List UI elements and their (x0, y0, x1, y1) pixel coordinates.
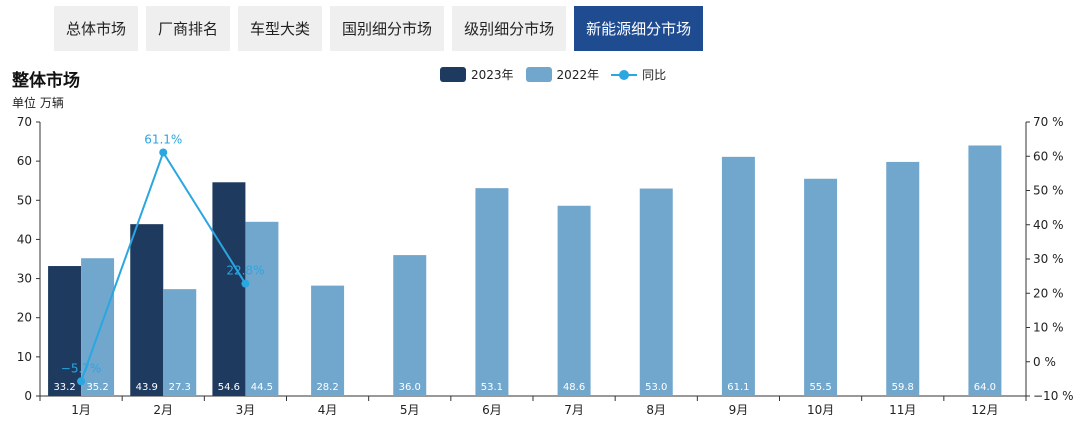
bar-2022 (475, 188, 509, 396)
y-right-tick-label: 0 % (1033, 355, 1056, 369)
y-right-tick-label: 20 % (1033, 286, 1064, 300)
yoy-value-label: −5.7% (61, 361, 102, 375)
bar-2022-value-label: 48.6 (563, 382, 585, 393)
x-tick-label: 7月 (564, 403, 584, 417)
bar-2022 (886, 161, 920, 396)
bar-2022-value-label: 53.0 (645, 382, 667, 393)
legend-label-2022: 2022年 (556, 68, 600, 82)
y-left-tick-label: 60 (17, 154, 32, 168)
tab-new-energy-segment[interactable]: 新能源细分市场 (574, 6, 704, 51)
y-left-tick-label: 20 (17, 311, 32, 325)
bar-2022 (81, 258, 115, 396)
yoy-value-label: 61.1% (144, 132, 182, 146)
unit-label: 单位 万辆 (12, 96, 64, 110)
x-tick-label: 11月 (889, 403, 916, 417)
tab-class-segment[interactable]: 级别细分市场 (452, 6, 567, 51)
x-tick-label: 4月 (318, 403, 338, 417)
chart-legend: 2023年 2022年 同比 (440, 66, 666, 83)
legend-label-2023: 2023年 (471, 68, 514, 82)
y-right-tick-label: 60 % (1033, 149, 1064, 163)
bar-2022-value-label: 55.5 (809, 382, 831, 393)
x-tick-label: 10月 (807, 403, 834, 417)
y-right-tick-label: 10 % (1033, 321, 1064, 335)
tab-manufacturer-ranking[interactable]: 厂商排名 (146, 6, 231, 51)
bar-2022 (968, 145, 1002, 396)
x-tick-label: 1月 (71, 403, 91, 417)
y-left-tick-label: 40 (17, 232, 32, 246)
chart-title: 整体市场 (12, 71, 80, 91)
bar-2023-value-label: 33.2 (53, 382, 75, 393)
x-tick-label: 2月 (153, 403, 173, 417)
tab-country-segment[interactable]: 国别细分市场 (330, 6, 445, 51)
bar-2023 (130, 224, 164, 396)
y-left-tick-label: 10 (17, 350, 32, 364)
bar-2022-value-label: 44.5 (251, 382, 273, 393)
legend-swatch-2023 (440, 67, 466, 82)
bar-2022 (804, 178, 838, 396)
yoy-value-label: 22.8% (226, 264, 264, 278)
bar-2022 (557, 205, 591, 396)
y-left-tick-label: 0 (24, 389, 32, 403)
tab-bar: 总体市场 厂商排名 车型大类 国别细分市场 级别细分市场 新能源细分市场 (54, 6, 704, 51)
yoy-point (77, 377, 86, 386)
x-tick-label: 6月 (482, 403, 502, 417)
bar-2023 (212, 182, 246, 396)
tab-vehicle-category[interactable]: 车型大类 (238, 6, 323, 51)
y-right-tick-label: −10 % (1033, 389, 1074, 403)
x-tick-label: 8月 (646, 403, 666, 417)
y-left-tick-label: 50 (17, 193, 32, 207)
bar-2022 (311, 285, 345, 396)
bar-2022-value-label: 27.3 (169, 382, 191, 393)
bar-2022-value-label: 61.1 (727, 382, 749, 393)
y-right-tick-label: 70 % (1033, 115, 1064, 129)
bar-2022-value-label: 59.8 (892, 382, 914, 393)
legend-swatch-2022 (525, 67, 552, 82)
bar-2022 (393, 255, 427, 396)
legend-item-2023[interactable]: 2023年 (440, 66, 514, 83)
tab-overall-market[interactable]: 总体市场 (54, 6, 139, 51)
bar-2022-value-label: 64.0 (974, 382, 996, 393)
y-left-tick-label: 30 (17, 272, 32, 286)
bar-2022 (163, 289, 197, 396)
bar-2022 (245, 221, 279, 396)
y-left-tick-label: 70 (17, 115, 32, 129)
bar-2023-value-label: 43.9 (136, 382, 158, 393)
y-right-tick-label: 30 % (1033, 252, 1064, 266)
bar-2022 (721, 156, 755, 396)
yoy-point (241, 279, 250, 288)
legend-label-yoy: 同比 (642, 68, 667, 82)
bar-2022-value-label: 53.1 (481, 382, 503, 393)
bar-2022-value-label: 35.2 (86, 382, 108, 393)
y-right-tick-label: 50 % (1033, 184, 1064, 198)
legend-item-2022[interactable]: 2022年 (525, 66, 600, 83)
x-tick-label: 12月 (971, 403, 998, 417)
bar-2022-value-label: 28.2 (316, 382, 338, 393)
bar-2023 (48, 266, 82, 396)
legend-item-yoy[interactable]: 同比 (611, 66, 666, 83)
x-tick-label: 5月 (400, 403, 420, 417)
y-right-tick-label: 40 % (1033, 218, 1064, 232)
legend-swatch-yoy (611, 67, 638, 82)
x-tick-label: 3月 (236, 403, 256, 417)
bar-2023-value-label: 54.6 (218, 382, 240, 393)
bar-2022 (639, 188, 673, 396)
yoy-point (159, 148, 168, 157)
bar-2022-value-label: 36.0 (399, 382, 421, 393)
x-tick-label: 9月 (729, 403, 749, 417)
